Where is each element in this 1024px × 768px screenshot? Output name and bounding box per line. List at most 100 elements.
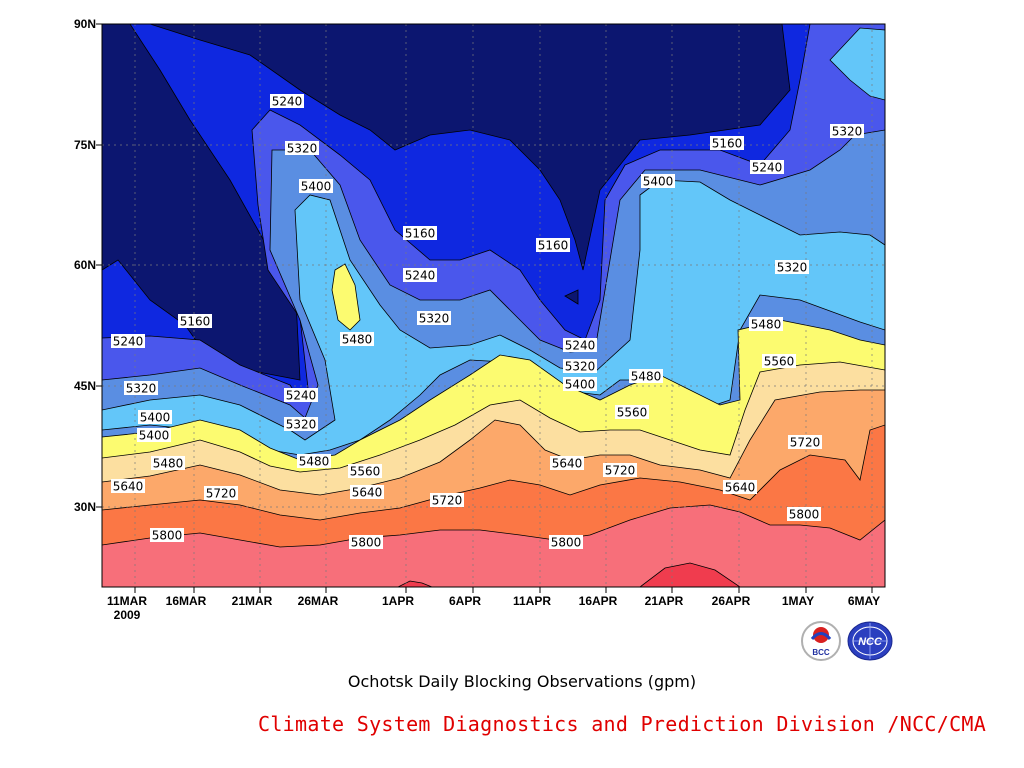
x-tick-label: 26MAR [298, 594, 339, 608]
x-tick-label: 6APR [449, 594, 481, 608]
contour-label: 5160 [712, 137, 743, 151]
contour-label-box [284, 417, 318, 431]
contour-label-box [285, 141, 319, 155]
contour-label-box [403, 268, 437, 282]
contour-label: 5640 [113, 480, 144, 494]
contour-label-box [151, 456, 185, 470]
contour-band-band-5400-5480-north [829, 27, 885, 101]
contour-label: 5480 [153, 457, 184, 471]
contour-label: 5640 [725, 481, 756, 495]
contour-label: 5240 [286, 389, 317, 403]
contour-label-box [615, 405, 649, 419]
y-tick-label: 30N [74, 500, 96, 514]
contour-label-box [563, 377, 597, 391]
contour-label-box [403, 226, 437, 240]
contour-label: 5160 [538, 239, 569, 253]
contour-label-box [430, 493, 464, 507]
x-tick-label: 6MAY [848, 594, 880, 608]
contour-label: 5320 [286, 418, 317, 432]
contour-label-box [629, 369, 663, 383]
contour-label: 5480 [751, 318, 782, 332]
bcc-logo: BCC [801, 621, 841, 661]
contour-label: 5320 [419, 312, 450, 326]
axes: 11MAR 16MAR 21MAR 26MAR 1APR 6APR 11APR 16APR 21… [74, 17, 880, 622]
contour-band-band-above-5880-south [639, 562, 741, 587]
contour-label-box [299, 179, 333, 193]
contour-label-box [762, 354, 796, 368]
contour-label-box [710, 136, 744, 150]
credit-text: Climate System Diagnostics and Predictio… [258, 712, 987, 736]
contour-band-band-5480-5560-island [331, 263, 361, 331]
contour-label-box [150, 528, 184, 542]
contour-label: 5400 [140, 411, 171, 425]
x-tick-label: 1APR [382, 594, 414, 608]
contour-label-box [178, 314, 212, 328]
contour-label-box [340, 332, 374, 346]
contour-label-box [563, 338, 597, 352]
contour-label: 5560 [764, 355, 795, 369]
contour-label: 5560 [350, 465, 381, 479]
contour-label: 5240 [752, 161, 783, 175]
contour-label-box [550, 456, 584, 470]
contour-label: 5320 [126, 382, 157, 396]
contour-label: 5320 [832, 125, 863, 139]
y-tick-label: 90N [74, 17, 96, 31]
y-tick-label: 75N [74, 138, 96, 152]
contour-label-box [138, 410, 172, 424]
contour-label: 5240 [272, 95, 303, 109]
contour-fill-layer [102, 24, 885, 587]
contour-label-box [830, 124, 864, 138]
x-tick-label: 16MAR [166, 594, 207, 608]
contour-label: 5480 [342, 333, 373, 347]
contour-label: 5400 [139, 429, 170, 443]
contour-band-band-5400-5480 [102, 179, 885, 456]
contour-label-box [417, 311, 451, 325]
contour-label: 5240 [113, 335, 144, 349]
contour-label-box [603, 463, 637, 477]
contour-label: 5640 [352, 486, 383, 500]
y-tick-label: 60N [74, 258, 96, 272]
contour-label: 5320 [287, 142, 318, 156]
plot-frame [101, 23, 886, 588]
contour-label-box [111, 334, 145, 348]
x-tick-label: 21APR [645, 594, 684, 608]
contour-label: 5400 [301, 180, 332, 194]
contour-label-box [284, 388, 318, 402]
contour-label-box [750, 160, 784, 174]
x-tick-label: 16APR [579, 594, 618, 608]
contour-label-box [787, 507, 821, 521]
bcc-logo-text: BCC [812, 648, 830, 657]
contour-label: 5720 [790, 436, 821, 450]
gridlines [102, 24, 885, 587]
ncc-logo-text: NCC [858, 636, 883, 648]
y-tick-label: 45N [74, 379, 96, 393]
contour-label: 5160 [405, 227, 436, 241]
contour-label: 5320 [777, 261, 808, 275]
contour-label-box [124, 381, 158, 395]
contour-label: 5720 [206, 487, 237, 501]
contour-band-low-center [564, 289, 579, 305]
ncc-logo: NCC [847, 621, 893, 661]
contour-label: 5400 [643, 175, 674, 189]
contour-label-box [270, 94, 304, 108]
contour-label: 5800 [551, 536, 582, 550]
contour-label: 5400 [565, 378, 596, 392]
contour-label: 5720 [605, 464, 636, 478]
x-tick-label: 1MAY [782, 594, 814, 608]
contour-label: 5480 [631, 370, 662, 384]
contour-label-box [204, 486, 238, 500]
contour-label-box [111, 479, 145, 493]
contour-label: 5560 [617, 406, 648, 420]
x-year-label: 2009 [114, 608, 141, 622]
contour-label-layer: 5240 5320 5400 5160 5160 5240 5320 5160 5240 5320… [111, 94, 864, 550]
contour-label: 5240 [565, 339, 596, 353]
contour-label-box [723, 480, 757, 494]
contour-label: 5160 [180, 315, 211, 329]
contour-label: 5800 [351, 536, 382, 550]
contour-label-box [749, 317, 783, 331]
contour-label: 5480 [299, 455, 330, 469]
contour-label: 5640 [552, 457, 583, 471]
contour-label-box [349, 535, 383, 549]
x-tick-label: 26APR [712, 594, 751, 608]
